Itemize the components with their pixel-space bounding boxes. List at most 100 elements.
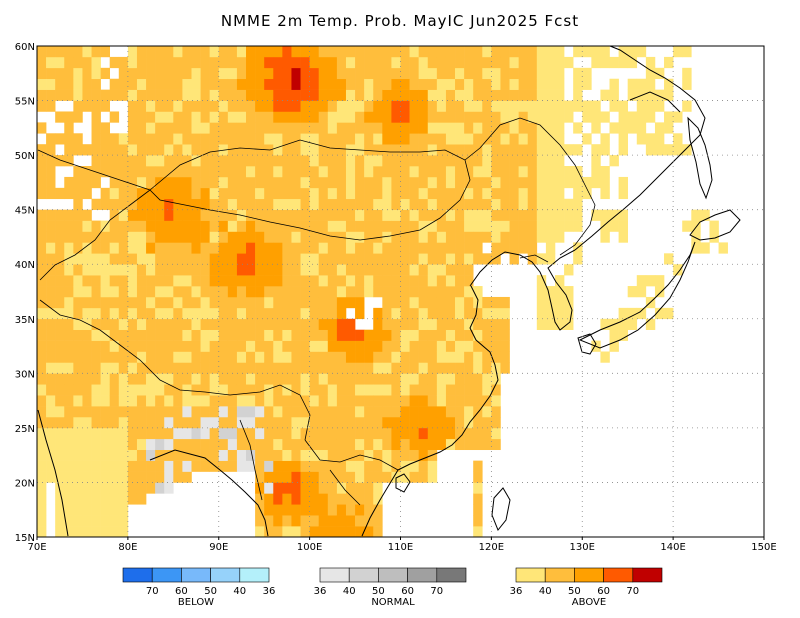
probability-cell: [309, 89, 320, 101]
probability-cell: [518, 100, 529, 112]
probability-cell: [455, 438, 465, 451]
probability-cell: [554, 67, 565, 80]
probability-cell: [37, 384, 47, 396]
probability-cell: [500, 296, 510, 309]
probability-cell: [345, 384, 356, 396]
probability-cell: [273, 198, 283, 210]
probability-cell: [64, 307, 74, 320]
probability-cell: [209, 460, 220, 472]
probability-cell: [55, 89, 65, 101]
probability-cell: [409, 111, 419, 123]
normal-legend-tick: 36: [314, 586, 327, 597]
probability-cell: [291, 264, 301, 276]
probability-cell: [73, 471, 83, 483]
probability-cell: [236, 384, 247, 396]
probability-cell: [327, 504, 338, 516]
probability-cell: [255, 384, 265, 396]
okhotsk-coast: [629, 91, 681, 113]
probability-cell: [255, 220, 265, 232]
probability-cell: [545, 46, 556, 58]
probability-cell: [400, 144, 410, 156]
probability-cell: [500, 340, 510, 352]
probability-cell: [309, 406, 320, 418]
probability-cell: [37, 89, 47, 101]
probability-cell: [618, 220, 628, 232]
probability-cell: [336, 231, 347, 243]
india-coastline: [37, 409, 69, 537]
probability-cell: [391, 384, 401, 396]
probability-cell: [364, 198, 374, 210]
probability-cell: [418, 253, 429, 265]
probability-cell: [645, 133, 656, 145]
probability-cell: [191, 231, 201, 243]
probability-cell: [46, 46, 56, 58]
probability-cell: [246, 78, 256, 90]
probability-cell: [264, 471, 274, 483]
probability-cell: [46, 329, 56, 341]
probability-cell: [455, 46, 465, 58]
probability-cell: [391, 286, 401, 298]
probability-cell: [518, 242, 529, 254]
probability-cell: [246, 253, 256, 265]
probability-cell: [64, 416, 74, 429]
probability-cell: [273, 46, 283, 58]
probability-cell: [218, 384, 229, 396]
probability-cell: [327, 67, 338, 80]
probability-cell: [400, 471, 410, 483]
probability-cell: [273, 56, 283, 69]
probability-cell: [364, 504, 374, 516]
probability-cell: [46, 253, 56, 265]
probability-cell: [500, 144, 510, 156]
probability-cell: [345, 504, 356, 516]
probability-cell: [427, 307, 438, 320]
probability-cell: [391, 351, 401, 363]
probability-cell: [64, 144, 74, 156]
probability-cell: [327, 220, 338, 232]
probability-cell: [136, 144, 147, 156]
probability-cell: [355, 504, 365, 516]
probability-cell: [355, 122, 365, 134]
probability-cell: [473, 416, 483, 429]
probability-cell: [436, 253, 447, 265]
probability-cell: [391, 100, 401, 112]
probability-cell: [64, 275, 74, 287]
probability-cell: [236, 67, 247, 80]
probability-cell: [109, 340, 120, 352]
probability-cell: [582, 46, 592, 58]
probability-cell: [82, 176, 92, 189]
probability-cell: [473, 286, 483, 298]
probability-cell: [255, 438, 265, 451]
probability-cell: [309, 155, 320, 167]
probability-cell: [200, 187, 210, 200]
probability-cell: [127, 166, 138, 178]
probability-cell: [55, 78, 65, 90]
probability-cell: [527, 133, 538, 145]
probability-cell: [391, 406, 401, 418]
probability-cell: [518, 56, 529, 69]
probability-cell: [191, 296, 201, 309]
probability-cell: [146, 155, 156, 167]
probability-cell: [273, 515, 283, 527]
probability-cell: [37, 504, 47, 516]
probability-cell: [364, 264, 374, 276]
probability-cell: [73, 100, 83, 112]
probability-cell: [236, 362, 247, 374]
probability-cell: [64, 155, 74, 167]
probability-cell: [400, 427, 410, 440]
probability-cell: [427, 427, 438, 440]
probability-cell: [37, 362, 47, 374]
probability-cell: [46, 373, 56, 385]
probability-cell: [209, 307, 220, 320]
probability-cell: [218, 275, 229, 287]
probability-cell: [300, 264, 310, 276]
probability-cell: [291, 166, 301, 178]
probability-cell: [146, 78, 156, 90]
probability-cell: [264, 46, 274, 58]
probability-cell: [282, 253, 292, 265]
probability-cell: [436, 176, 447, 189]
probability-cell: [173, 340, 183, 352]
probability-cell: [91, 220, 101, 232]
probability-cell: [500, 111, 510, 123]
probability-cell: [73, 187, 83, 200]
probability-cell: [73, 56, 83, 69]
